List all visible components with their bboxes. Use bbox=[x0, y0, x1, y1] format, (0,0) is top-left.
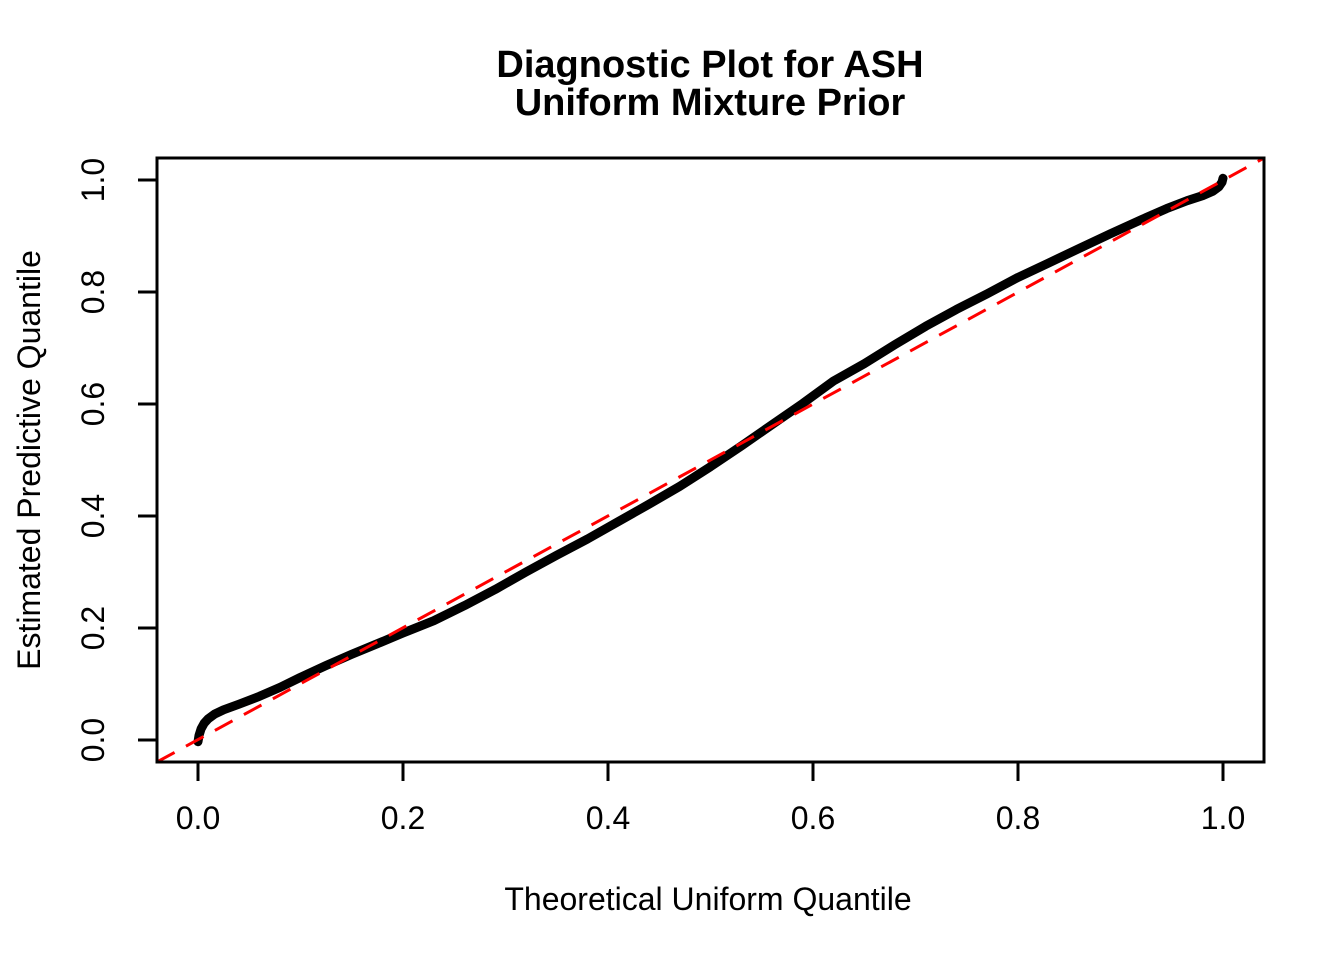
x-tick-label: 0.6 bbox=[791, 800, 835, 836]
x-axis-title: Theoretical Uniform Quantile bbox=[504, 881, 911, 917]
y-axis-title: Estimated Predictive Quantile bbox=[11, 250, 47, 670]
x-tick-label: 0.0 bbox=[176, 800, 220, 836]
qq-curve bbox=[193, 173, 1228, 747]
qq-curve-line bbox=[193, 173, 1228, 747]
y-axis-ticks: 0.0 0.2 0.4 0.6 0.8 1.0 bbox=[75, 158, 157, 762]
x-tick-label: 0.4 bbox=[586, 800, 630, 836]
reference-line bbox=[156, 156, 1265, 764]
y-tick-label: 0.2 bbox=[75, 606, 111, 650]
chart-title-line2: Uniform Mixture Prior bbox=[515, 82, 906, 124]
y-tick-label: 0.6 bbox=[75, 382, 111, 426]
identity-line bbox=[156, 156, 1265, 764]
y-tick-label: 1.0 bbox=[75, 158, 111, 202]
x-tick-label: 0.2 bbox=[381, 800, 425, 836]
y-tick-label: 0.8 bbox=[75, 270, 111, 314]
chart-title-line1: Diagnostic Plot for ASH bbox=[496, 44, 923, 86]
x-axis-ticks: 0.0 0.2 0.4 0.6 0.8 1.0 bbox=[176, 762, 1245, 836]
x-tick-label: 1.0 bbox=[1201, 800, 1245, 836]
y-tick-label: 0.4 bbox=[75, 494, 111, 538]
x-tick-label: 0.8 bbox=[996, 800, 1040, 836]
plot-border-box bbox=[155, 156, 1266, 764]
y-tick-label: 0.0 bbox=[75, 718, 111, 762]
